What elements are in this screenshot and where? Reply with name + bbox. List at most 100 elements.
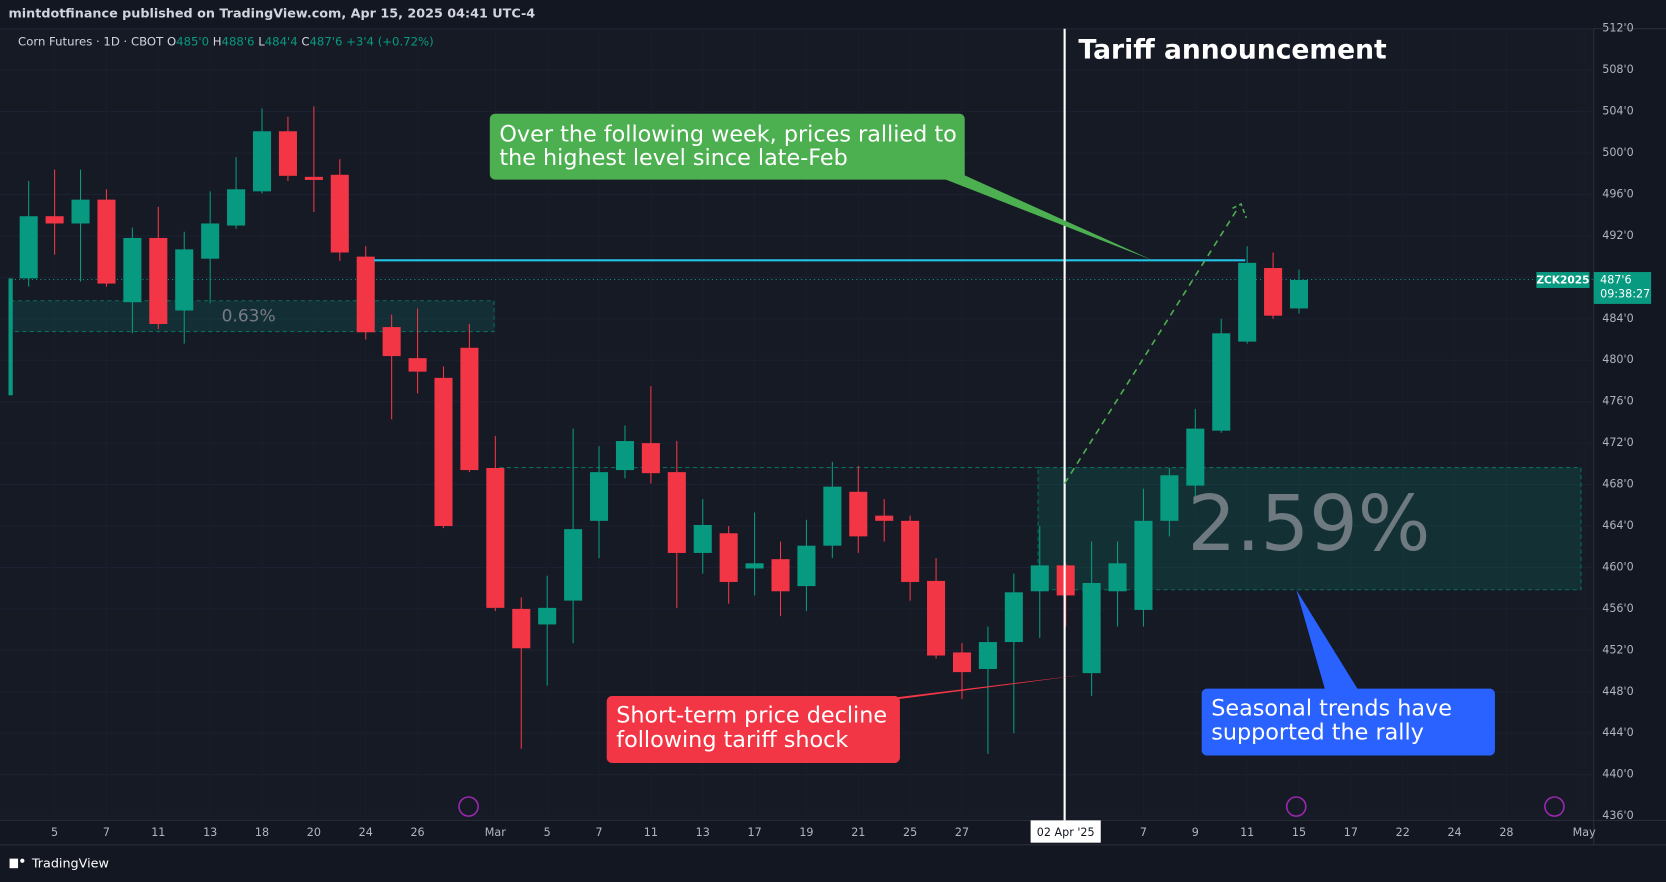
callout-text: Over the following week, prices rallied … — [499, 121, 956, 147]
x-tick-label: 7 — [103, 826, 110, 839]
x-tick-label: 02 Apr '25 — [1037, 826, 1095, 839]
x-tick-label: 25 — [903, 826, 917, 839]
price-tag-countdown: 09:38:27 — [1600, 287, 1650, 300]
candle-body — [486, 467, 505, 608]
event-icon[interactable] — [1544, 796, 1565, 817]
event-icon[interactable] — [1285, 796, 1307, 817]
x-tick-label: 21 — [851, 826, 865, 839]
y-tick-label: 468'0 — [1602, 478, 1633, 491]
candle-body — [693, 524, 712, 553]
event-label: Tariff announcement — [1078, 35, 1387, 66]
y-tick-label: 480'0 — [1602, 353, 1633, 366]
candle-body — [45, 216, 64, 224]
trend-arrow — [1063, 207, 1239, 484]
callout-text: Short-term price decline — [616, 703, 887, 729]
candle-body — [771, 559, 790, 592]
candle-body — [175, 249, 194, 311]
candle-body — [1108, 563, 1127, 592]
candle-body — [875, 515, 894, 521]
price-tag-price: 487'6 — [1600, 274, 1631, 287]
y-tick-label: 484'0 — [1602, 312, 1633, 325]
candle-body — [382, 327, 401, 357]
x-tick-label: 24 — [359, 826, 373, 839]
x-tick-label: 20 — [307, 826, 321, 839]
x-tick-label: 11 — [1240, 826, 1254, 839]
candle-body — [123, 237, 142, 303]
symbol-tag-text: ZCK2025 — [1536, 274, 1589, 287]
x-tick-label: 27 — [955, 826, 969, 839]
y-tick-label: 500'0 — [1602, 146, 1633, 159]
candle-body — [1238, 262, 1257, 342]
ohlc-value: 487'6 — [310, 34, 343, 48]
candle-body — [71, 199, 90, 224]
y-tick-label: 460'0 — [1602, 560, 1633, 573]
candle-body — [434, 377, 453, 527]
ohlc-key: L — [258, 34, 265, 48]
candle-body — [19, 216, 38, 279]
candle-body — [1160, 475, 1179, 521]
candle-body — [278, 131, 297, 176]
event-icon[interactable] — [458, 796, 479, 817]
candle-body — [408, 358, 427, 372]
ohlc-value: 488'6 — [222, 34, 255, 48]
candle-body — [304, 176, 323, 180]
y-tick-label: 472'0 — [1602, 436, 1633, 449]
candle-body — [823, 486, 842, 546]
candle-body — [1134, 520, 1153, 610]
candle-body — [460, 347, 479, 471]
symbol-tag — [1536, 272, 1590, 288]
ohlc-key: H — [213, 34, 222, 48]
arrow-head — [1232, 202, 1248, 219]
y-tick-label: 444'0 — [1602, 726, 1633, 739]
x-tick-label: 17 — [747, 826, 761, 839]
x-tick-label: Mar — [485, 826, 506, 839]
candle-body — [252, 131, 272, 192]
candle-body — [797, 545, 816, 587]
price-tag — [1593, 272, 1652, 304]
candle-body — [564, 529, 583, 601]
y-tick-label: 440'0 — [1602, 768, 1633, 781]
x-tick-label: 18 — [255, 826, 269, 839]
candle-body — [1004, 592, 1023, 643]
crosshair-label-box — [1030, 820, 1101, 843]
candle-body — [512, 608, 531, 649]
candle-body — [927, 580, 946, 656]
candle-body — [1264, 268, 1283, 316]
y-tick-label: 496'0 — [1602, 187, 1633, 200]
candle-body — [1289, 279, 1309, 309]
candle-body — [149, 237, 168, 324]
callout-text: Seasonal trends have — [1211, 695, 1452, 721]
x-tick-label: 5 — [51, 826, 58, 839]
candle-body — [667, 472, 686, 553]
logo-mark — [9, 858, 19, 869]
x-tick-label: 13 — [203, 826, 217, 839]
callout-red — [606, 696, 900, 763]
candle-body — [538, 607, 557, 625]
time-axis: 5 7 11 13 18 20 24 26 Mar 5 7 11 13 17 19 21 25 27 02 Apr … — [51, 820, 1596, 843]
candle-body — [615, 441, 634, 471]
y-tick-label: 448'0 — [1602, 685, 1633, 698]
candle-body — [1082, 582, 1101, 674]
ohlc-key: O — [167, 34, 176, 48]
range-label: 2.59% — [1187, 480, 1430, 569]
candle-body — [719, 533, 738, 582]
callout-green — [489, 113, 965, 180]
candle-body — [901, 520, 920, 582]
range-label: 0.63% — [222, 307, 276, 327]
x-tick-label: 15 — [1292, 826, 1306, 839]
callout-pointer — [1296, 589, 1360, 693]
range-edge — [8, 278, 13, 396]
callout-text: supported the rally — [1211, 720, 1424, 746]
footer-logo[interactable]: TradingView — [9, 856, 109, 871]
callout-text: the highest level since late-Feb — [499, 145, 847, 171]
candle-body — [745, 563, 764, 569]
x-tick-label: 9 — [1192, 826, 1199, 839]
ohlc-key: C — [301, 34, 309, 48]
x-tick-label: 11 — [644, 826, 658, 839]
candle-body — [1212, 333, 1231, 431]
x-tick-label: 26 — [410, 826, 424, 839]
x-tick-label: 22 — [1396, 826, 1410, 839]
x-tick-label: 28 — [1499, 826, 1513, 839]
change: +3'4 (+0.72%) — [346, 34, 434, 48]
candle-body — [330, 174, 349, 253]
